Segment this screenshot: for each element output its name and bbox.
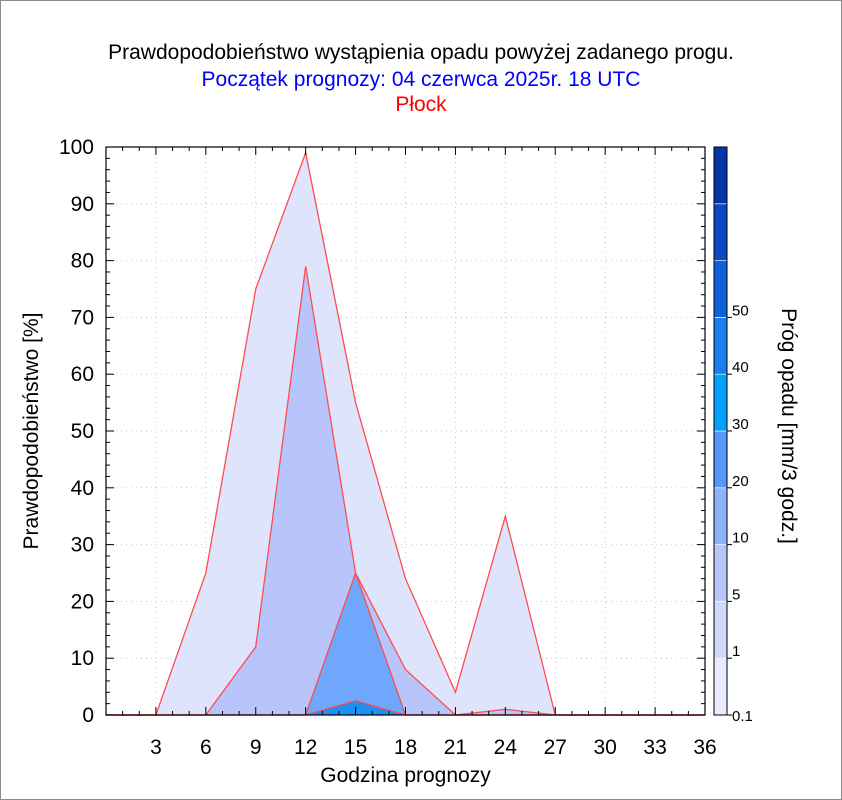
plot-area-frame <box>105 146 706 716</box>
y-tick-label: 30 <box>71 534 94 557</box>
x-tick-label: 6 <box>200 736 212 759</box>
x-axis-label: Godzina prognozy <box>320 764 491 787</box>
x-tick-label: 33 <box>643 736 666 759</box>
x-tick-label: 24 <box>494 736 518 759</box>
threshold-colorbar: 0.1 1 5 10 20 30 40 50 <box>713 146 753 725</box>
y-tick-label: 10 <box>71 647 94 670</box>
colorbar-segment <box>713 373 728 432</box>
y-tick-label: 80 <box>71 250 94 273</box>
x-tick-label: 21 <box>444 736 467 759</box>
x-tick-label: 3 <box>150 736 162 759</box>
axis-ticks <box>105 146 706 716</box>
colorbar-segment <box>713 601 728 659</box>
y-tick-label: 60 <box>71 363 94 386</box>
colorbar-label: Próg opadu [mm/3 godz.] <box>777 308 800 544</box>
location-label: Płock <box>395 93 447 116</box>
area-threshold-0.1 <box>106 152 705 715</box>
chart-subtitle: Początek prognozy: 04 czerwca 2025r. 18 … <box>201 68 641 91</box>
y-tick-label: 50 <box>71 420 94 443</box>
x-tick-label: 9 <box>250 736 262 759</box>
colorbar-tick-label: 20 <box>732 473 749 490</box>
colorbar-segment <box>713 146 728 205</box>
colorbar-segment <box>713 203 728 261</box>
chart-title: Prawdopodobieństwo wystąpienia opadu pow… <box>108 41 734 64</box>
y-tick-label: 70 <box>71 306 94 329</box>
x-tick-label: 12 <box>294 736 317 759</box>
x-tick-label: 15 <box>344 736 367 759</box>
colorbar-tick-label: 1 <box>732 643 740 660</box>
colorbar-tick-label: 40 <box>732 359 749 376</box>
y-tick-labels: 0 10 20 30 40 50 60 70 80 90 100 <box>59 136 94 727</box>
colorbar-segment <box>713 430 728 489</box>
y-axis-label: Prawdopodobieństwo [%] <box>20 313 43 550</box>
x-tick-label: 30 <box>593 736 616 759</box>
colorbar-segment <box>713 317 728 375</box>
colorbar-segment <box>713 657 728 716</box>
colorbar-tick-label: 30 <box>732 416 749 433</box>
y-tick-label: 100 <box>59 136 94 159</box>
colorbar-segment <box>713 260 728 318</box>
colorbar-tick-label: 10 <box>732 530 749 547</box>
x-tick-label: 36 <box>693 736 716 759</box>
y-tick-label: 0 <box>82 704 94 727</box>
y-tick-label: 20 <box>71 590 94 613</box>
colorbar-segment <box>713 487 728 545</box>
y-tick-label: 90 <box>71 193 94 216</box>
colorbar-tick-label: 50 <box>732 302 749 319</box>
colorbar-tick-label: 5 <box>732 586 740 603</box>
x-tick-label: 27 <box>544 736 567 759</box>
x-tick-label: 18 <box>394 736 417 759</box>
y-tick-label: 40 <box>71 477 94 500</box>
x-tick-labels: 3 6 9 12 15 18 21 24 27 30 33 36 <box>150 736 717 759</box>
colorbar-tick-label: 0.1 <box>732 708 753 725</box>
colorbar-segment <box>713 544 728 602</box>
